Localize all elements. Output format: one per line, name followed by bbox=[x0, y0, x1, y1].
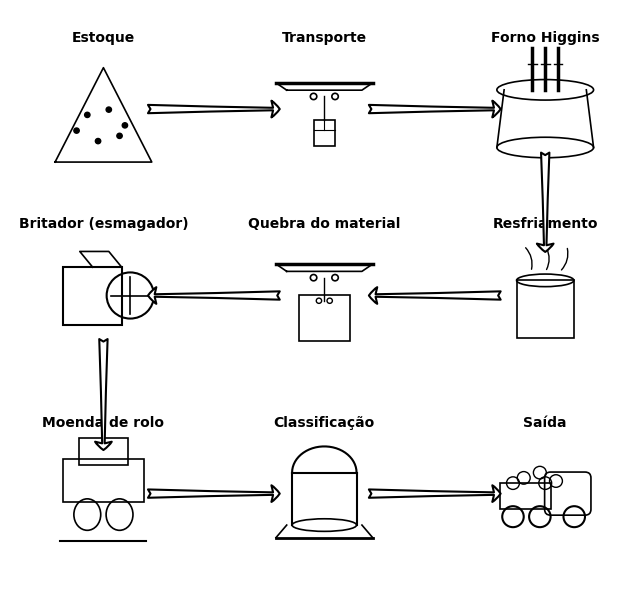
Text: Transporte: Transporte bbox=[282, 31, 367, 45]
Text: Britador (esmagador): Britador (esmagador) bbox=[19, 217, 188, 232]
Circle shape bbox=[85, 112, 90, 118]
Text: Forno Higgins: Forno Higgins bbox=[491, 31, 599, 45]
Circle shape bbox=[122, 123, 128, 128]
Circle shape bbox=[95, 138, 101, 144]
Text: Saída: Saída bbox=[524, 415, 567, 430]
Bar bbox=[314, 119, 335, 146]
Circle shape bbox=[106, 107, 112, 112]
Text: Moenda de rolo: Moenda de rolo bbox=[43, 415, 164, 430]
Text: Resfriamento: Resfriamento bbox=[492, 217, 598, 232]
Text: Quebra do material: Quebra do material bbox=[248, 217, 401, 232]
Circle shape bbox=[117, 133, 122, 138]
Text: Estoque: Estoque bbox=[72, 31, 135, 45]
Text: Classificação: Classificação bbox=[274, 415, 375, 430]
Circle shape bbox=[74, 128, 79, 133]
